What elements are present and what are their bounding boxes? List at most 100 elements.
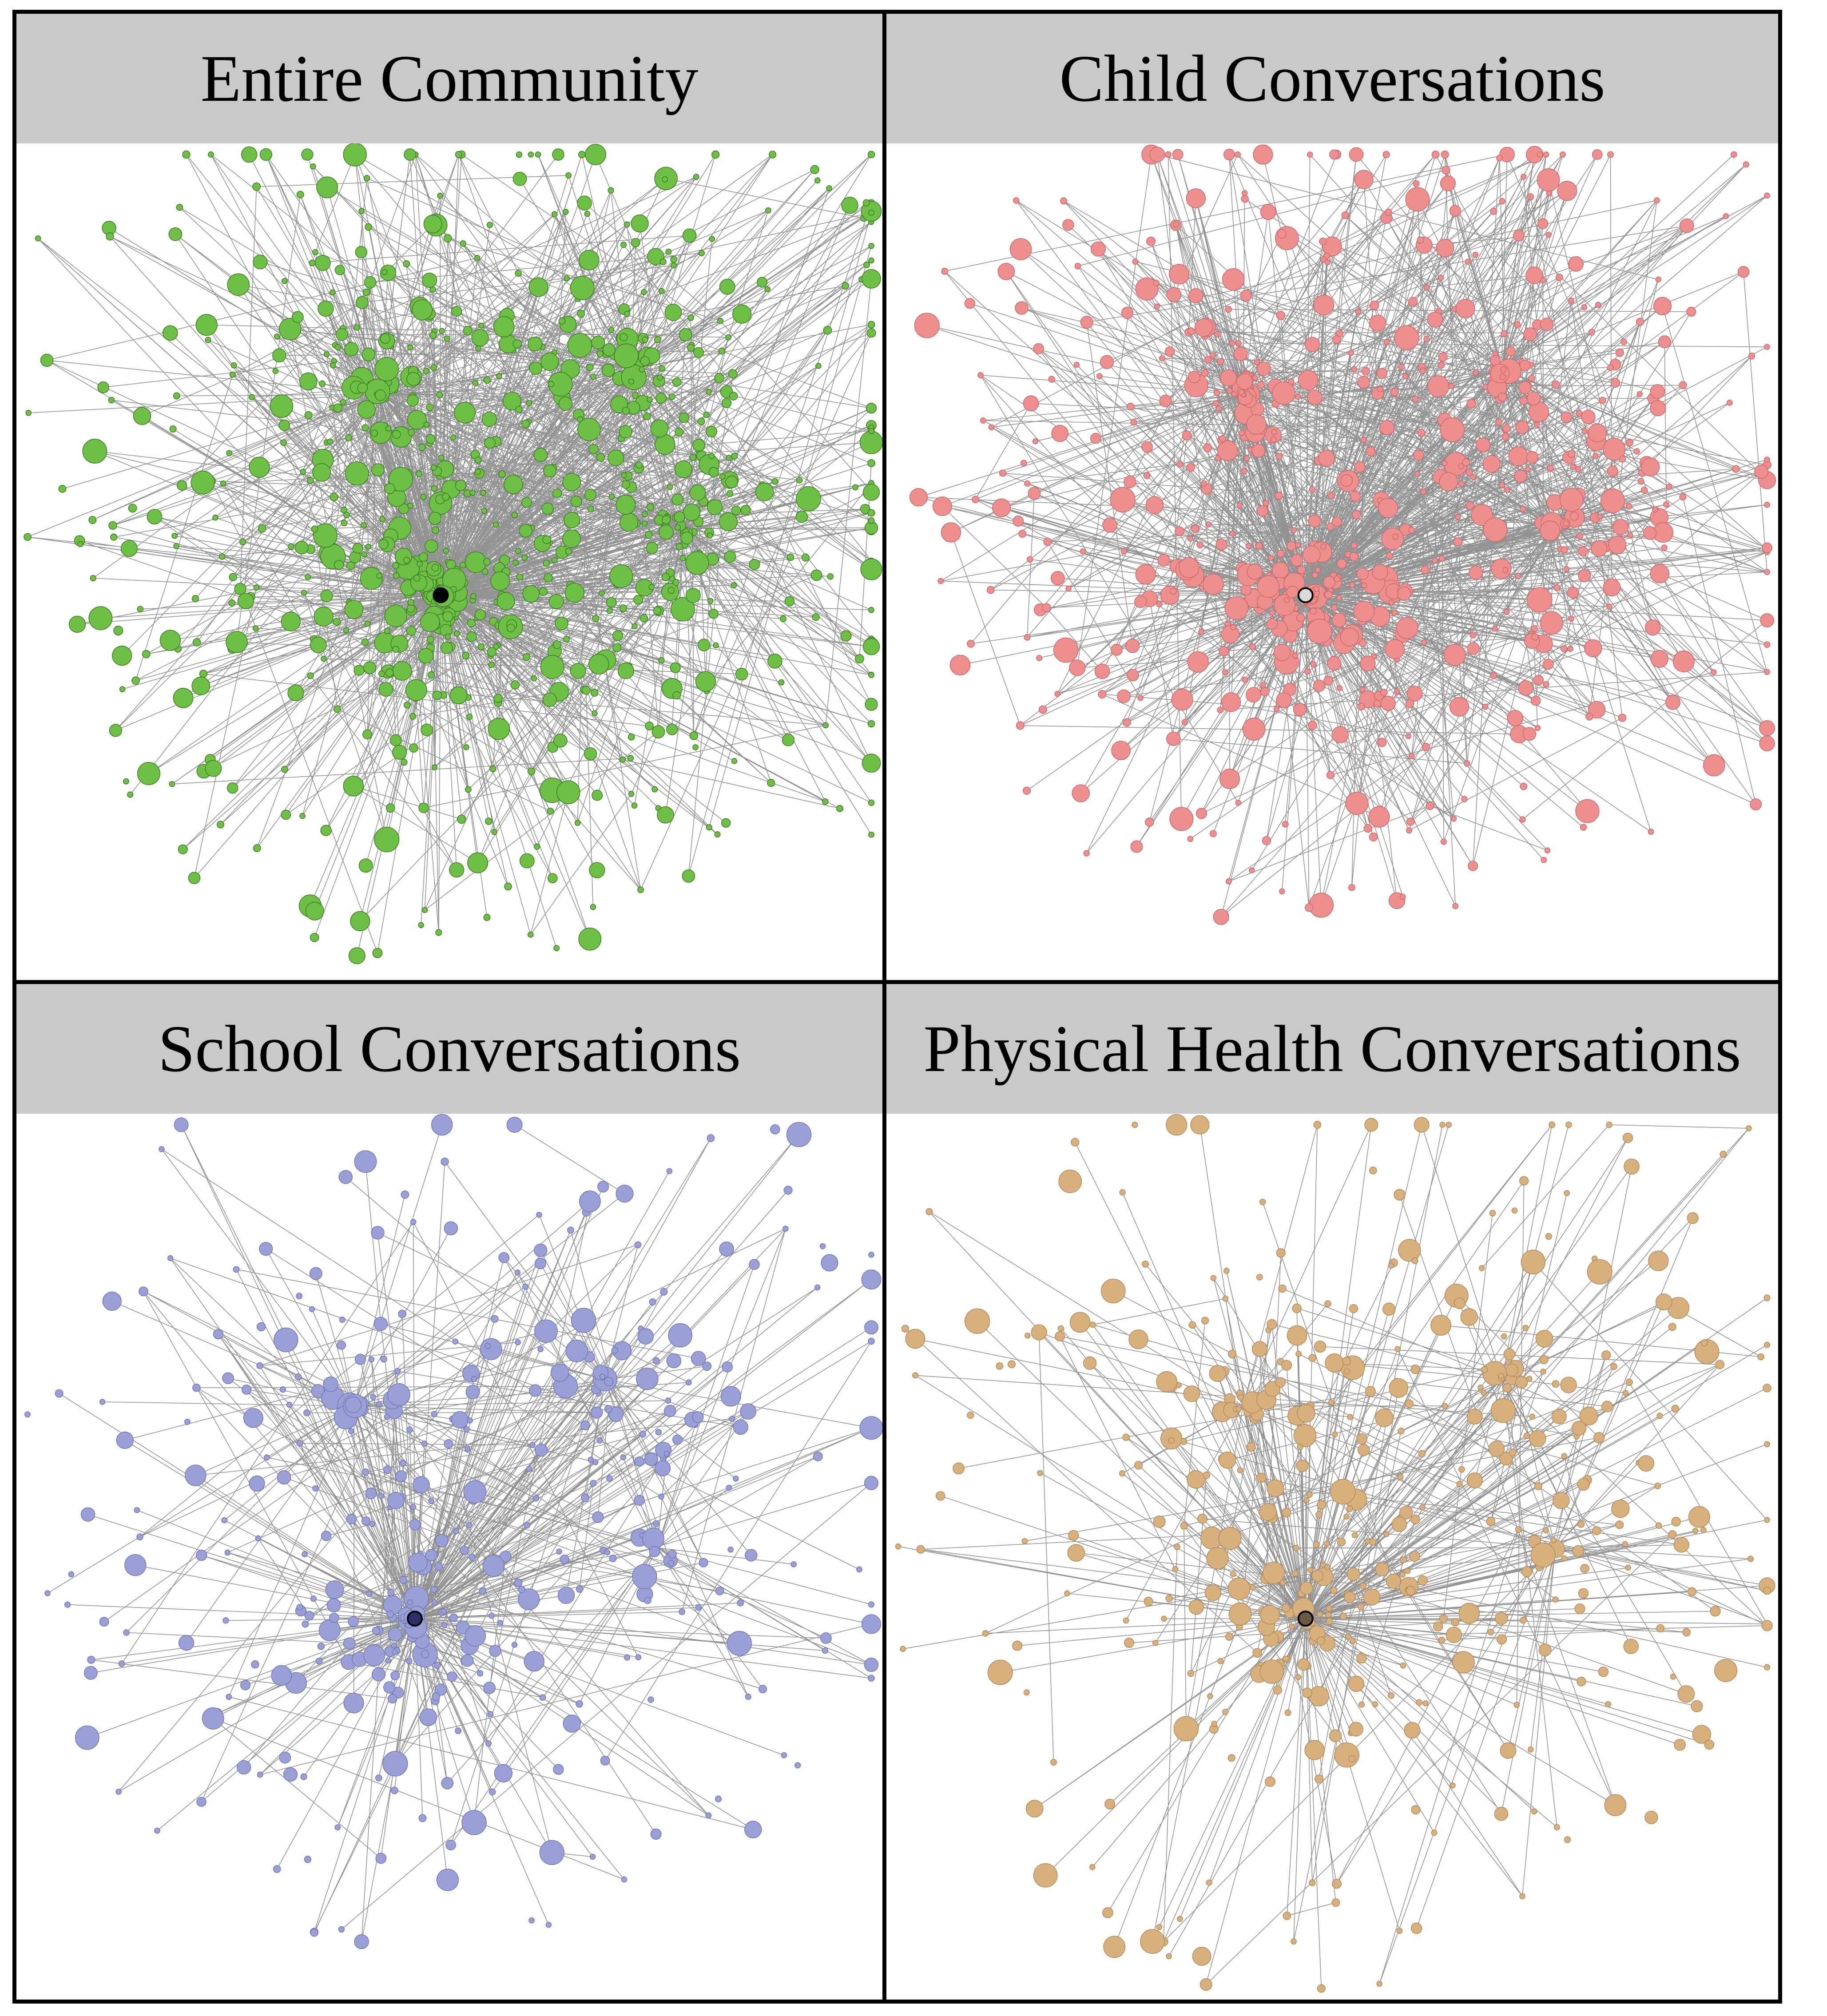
network-node — [191, 470, 215, 495]
network-node — [485, 818, 492, 825]
network-node — [1470, 474, 1476, 480]
network-node — [901, 1325, 910, 1333]
network-node — [1251, 1341, 1268, 1357]
network-node — [325, 1580, 344, 1599]
network-node — [139, 1286, 148, 1297]
network-node — [1346, 1505, 1353, 1512]
network-node — [1508, 446, 1529, 467]
network-node — [1643, 526, 1657, 540]
network-node — [733, 1476, 739, 1482]
network-node — [418, 1814, 427, 1822]
network-node — [479, 1587, 486, 1595]
network-node — [410, 1219, 417, 1225]
network-node — [1456, 1480, 1463, 1487]
network-node — [665, 1397, 671, 1404]
network-node — [698, 250, 705, 257]
network-node — [496, 592, 515, 611]
network-node — [1164, 346, 1175, 357]
network-node — [1236, 373, 1253, 390]
network-node — [649, 1546, 660, 1557]
network-node — [1127, 669, 1139, 682]
network-node — [1255, 542, 1263, 550]
network-node — [1610, 1363, 1617, 1370]
network-node — [44, 1590, 51, 1596]
network-node — [1253, 144, 1273, 165]
network-node — [1483, 517, 1508, 542]
network-node — [1763, 1587, 1771, 1595]
network-node — [1249, 867, 1255, 873]
network-node — [1347, 1414, 1354, 1420]
network-node — [315, 1658, 323, 1665]
network-node — [320, 589, 333, 603]
network-node — [1410, 1922, 1422, 1934]
network-node — [514, 1270, 521, 1276]
network-node — [379, 516, 385, 522]
network-node — [1194, 318, 1213, 337]
network-node — [418, 648, 434, 664]
network-node — [1265, 1776, 1275, 1787]
network-node — [25, 410, 32, 416]
network-node — [1577, 1478, 1590, 1491]
network-node — [1679, 493, 1687, 500]
network-node — [511, 512, 518, 518]
network-node — [99, 1617, 109, 1627]
network-node — [169, 425, 177, 433]
network-node — [1276, 1248, 1286, 1258]
network-node — [732, 304, 752, 324]
network-node — [227, 782, 238, 794]
network-node — [1499, 198, 1505, 205]
network-node — [1637, 478, 1644, 485]
network-node — [1270, 436, 1277, 443]
network-node — [515, 548, 521, 554]
network-node — [24, 533, 32, 541]
network-node — [1089, 1864, 1096, 1870]
network-node — [1313, 1121, 1322, 1129]
network-node — [403, 260, 410, 268]
network-node — [1122, 1433, 1130, 1441]
network-node — [118, 1660, 125, 1667]
network-node — [1530, 1542, 1556, 1568]
network-node — [1310, 607, 1317, 615]
network-node — [1511, 1207, 1518, 1214]
network-node — [1472, 252, 1479, 258]
network-node — [868, 243, 874, 249]
network-node — [1211, 1721, 1217, 1727]
network-node — [380, 264, 397, 281]
network-node — [1345, 1633, 1351, 1639]
network-node — [860, 558, 882, 580]
network-node — [1704, 1739, 1715, 1750]
network-node — [483, 913, 491, 921]
network-node — [423, 368, 429, 374]
network-node — [1178, 557, 1199, 578]
network-node — [515, 270, 522, 277]
network-node — [1572, 1545, 1584, 1557]
network-node — [1748, 353, 1756, 360]
network-node — [1378, 498, 1398, 518]
network-node — [1259, 1659, 1284, 1684]
network-node — [571, 1308, 596, 1333]
network-node — [1316, 1500, 1327, 1510]
network-node — [552, 640, 562, 649]
network-node — [1414, 1117, 1430, 1133]
network-node — [237, 1760, 251, 1775]
network-node — [1226, 387, 1233, 394]
network-node — [646, 542, 658, 554]
panel-header: Physical Health Conversations — [886, 984, 1778, 1114]
network-node — [343, 512, 350, 518]
network-node — [1354, 461, 1366, 473]
network-node — [1346, 1567, 1360, 1581]
network-node — [1418, 1450, 1426, 1457]
network-node — [378, 670, 385, 677]
network-node — [431, 485, 437, 492]
network-node — [185, 1464, 207, 1486]
network-node — [1222, 268, 1245, 291]
network-node — [1478, 1265, 1485, 1271]
network-node — [387, 1588, 395, 1596]
network-node — [496, 373, 502, 379]
network-node — [1369, 1167, 1377, 1175]
network-node — [116, 1431, 134, 1449]
network-node — [1166, 731, 1181, 746]
network-node — [1497, 392, 1507, 402]
network-node — [1345, 791, 1369, 815]
network-node — [655, 1429, 662, 1436]
